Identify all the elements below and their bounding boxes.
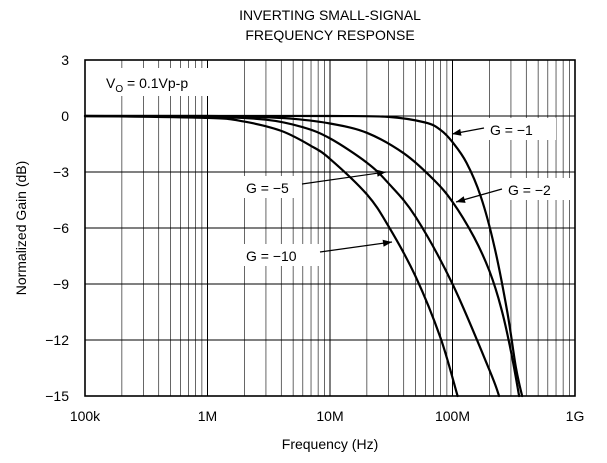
series-line (83, 114, 521, 398)
series-line (83, 114, 524, 398)
x-tick-labels: 100k 1M 10M 100M 1G (70, 408, 585, 424)
condition-rest: = 0.1Vp-p (123, 75, 188, 91)
condition-sub: O (115, 84, 123, 95)
annotation-arrowhead (376, 169, 386, 177)
y-tick-label: 0 (61, 108, 69, 124)
annotation-leader (319, 241, 393, 253)
plot-frame (84, 59, 576, 397)
condition-label: VO = 0.1Vp-p (106, 75, 188, 95)
chart-title-line2: FREQUENCY RESPONSE (245, 27, 414, 43)
y-tick-label: −9 (53, 276, 69, 292)
y-axis-label: Normalized Gain (dB) (13, 161, 29, 296)
curves (83, 114, 524, 398)
y-tick-label: −15 (45, 388, 69, 404)
annotation-leader (301, 171, 387, 185)
annotation-label: G = −2 (508, 182, 551, 198)
y-tick-label: −6 (53, 220, 69, 236)
x-tick-label: 1M (198, 408, 217, 424)
annotation-arrowhead (456, 196, 466, 203)
y-tick-label: −3 (53, 164, 69, 180)
annotation-bg (240, 176, 302, 198)
annotation-bg (502, 178, 574, 200)
x-tick-label: 1G (566, 408, 585, 424)
annotation-arrowhead (452, 128, 462, 136)
condition-label-bg (100, 68, 228, 96)
series-line (83, 114, 459, 398)
x-axis-label: Frequency (Hz) (282, 436, 378, 452)
annotation-label: G = −5 (246, 180, 289, 196)
x-tick-label: 100k (70, 408, 101, 424)
series-line (83, 114, 501, 398)
annotation-label: G = −10 (246, 248, 297, 264)
annotation-label: G = −1 (490, 122, 533, 138)
curve-annotations: G = −1 G = −2 G = −5 G = −10 (240, 118, 574, 266)
grid (85, 59, 575, 397)
x-tick-label: 100M (435, 408, 470, 424)
annotation-bg (484, 118, 556, 140)
y-tick-label: −12 (45, 332, 69, 348)
chart-title-line1: INVERTING SMALL-SIGNAL (239, 7, 421, 23)
y-tick-label: 3 (61, 52, 69, 68)
condition-main: V (106, 75, 116, 91)
x-tick-label: 10M (316, 408, 343, 424)
annotation-arrowhead (382, 239, 392, 247)
annotation-bg (240, 244, 320, 266)
y-tick-labels: 3 0 −3 −6 −9 −12 −15 (45, 52, 69, 404)
